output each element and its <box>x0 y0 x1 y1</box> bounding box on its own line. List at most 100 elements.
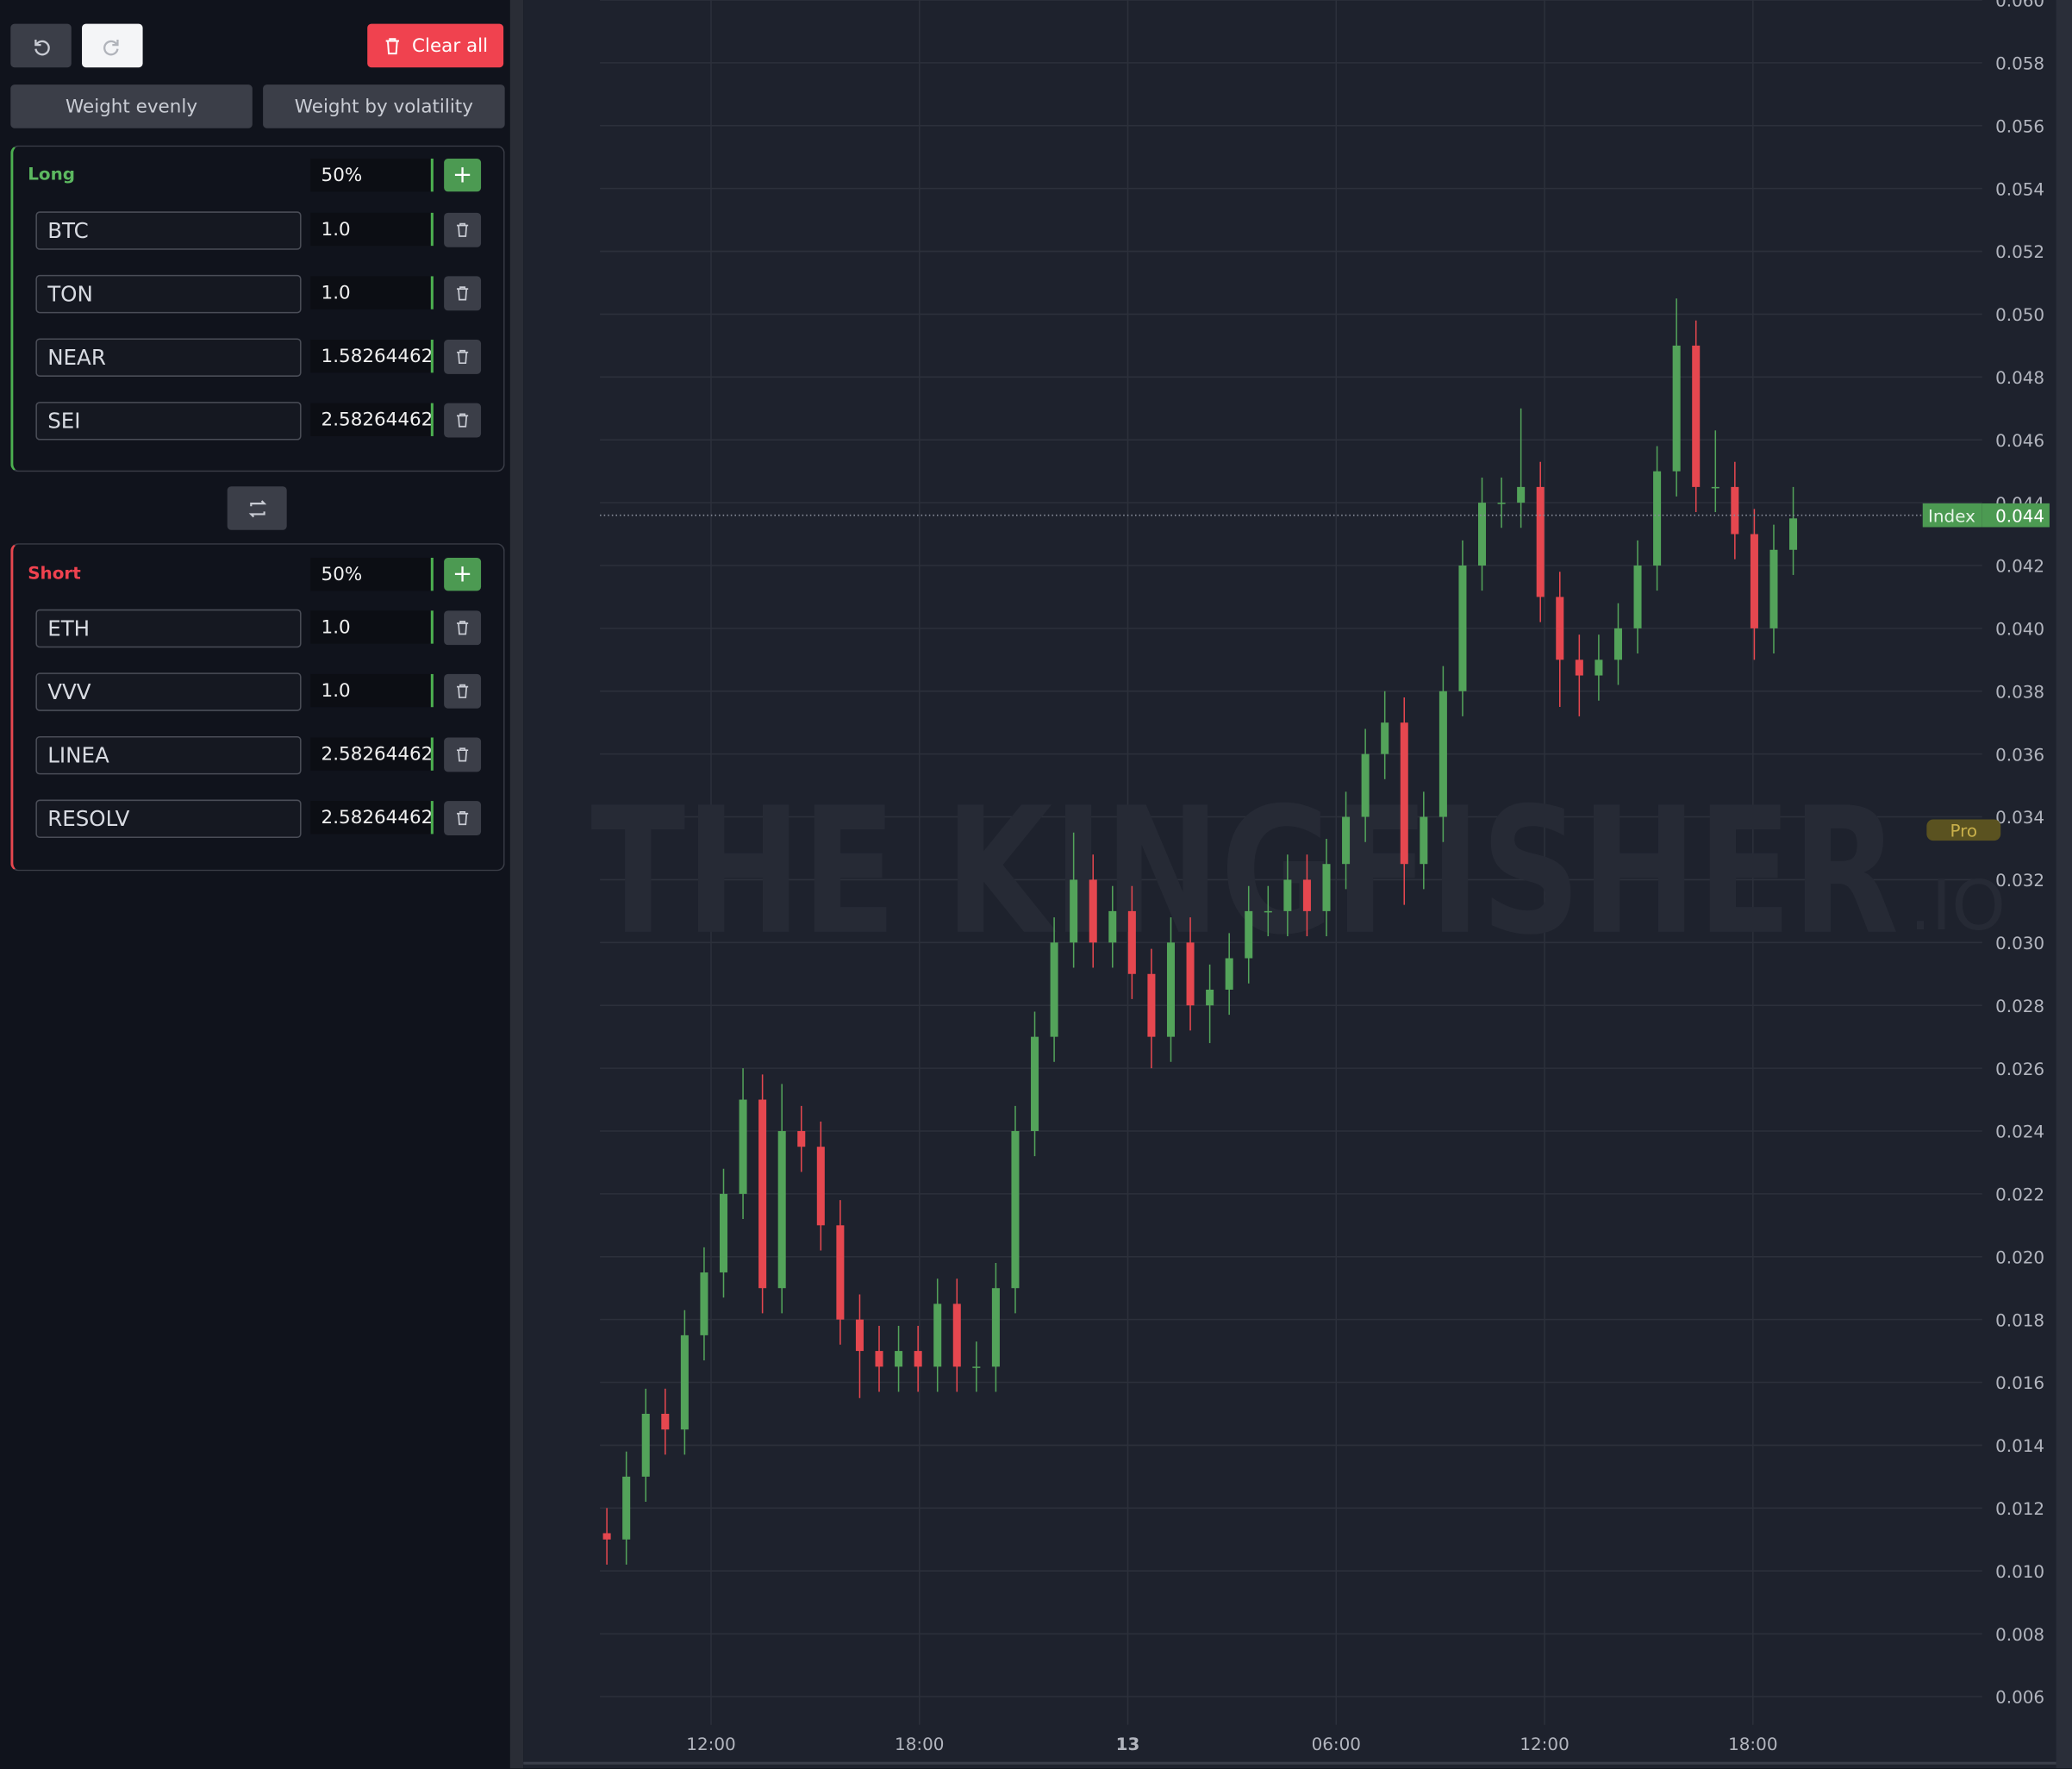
asset-symbol[interactable]: BTC <box>35 211 302 250</box>
y-tick-label: 0.042 <box>1995 557 2044 577</box>
candle-body <box>1147 973 1156 1037</box>
add-short-button[interactable]: + <box>444 557 482 591</box>
remove-asset-button[interactable] <box>444 212 482 247</box>
x-tick-label: 12:00 <box>686 1735 735 1754</box>
y-tick-label: 0.024 <box>1995 1122 2044 1142</box>
candle-body <box>1653 471 1662 566</box>
weight-volatility-button[interactable]: Weight by volatility <box>263 84 505 128</box>
candle-body <box>641 1413 650 1477</box>
candle-body <box>1595 659 1603 676</box>
y-tick-label: 0.048 <box>1995 368 2044 388</box>
candle-body <box>758 1099 767 1289</box>
asset-symbol[interactable]: VVV <box>35 672 302 711</box>
candle-body <box>1302 879 1311 911</box>
remove-asset-button[interactable] <box>444 340 482 374</box>
candle-body <box>1575 659 1583 676</box>
index-value-label: 0.044 <box>1995 506 2044 526</box>
asset-weight[interactable]: 1.0 <box>310 673 434 708</box>
candle-body <box>777 1130 786 1289</box>
index-badge <box>1922 503 1982 528</box>
weight-volatility-label: Weight by volatility <box>294 96 473 117</box>
candle-body <box>1186 942 1195 1006</box>
add-long-button[interactable]: + <box>444 158 482 192</box>
remove-asset-button[interactable] <box>444 737 482 772</box>
y-tick-label: 0.016 <box>1995 1373 2044 1393</box>
trash-icon <box>457 222 469 237</box>
asset-weight[interactable]: 1.0 <box>310 276 434 309</box>
axes: 0.006 0.008 0.010 0.012 0.014 0.016 0.018 0.020… <box>523 0 2056 1765</box>
y-tick-label: 0.026 <box>1995 1060 2044 1079</box>
candle-body <box>1283 879 1292 911</box>
index-value-badge <box>1982 503 2050 528</box>
candle-body <box>661 1413 670 1430</box>
y-tick-label: 0.014 <box>1995 1436 2044 1456</box>
candle-body <box>1672 345 1681 472</box>
asset-symbol[interactable]: RESOLV <box>35 799 302 839</box>
panel-divider[interactable] <box>509 0 524 1769</box>
candle-body <box>622 1476 631 1540</box>
x-tick-label: 06:00 <box>1312 1735 1361 1754</box>
trash-icon <box>385 37 399 54</box>
candle-body <box>700 1272 708 1335</box>
y-tick-label: 0.046 <box>1995 431 2044 451</box>
basket-panel: Clear all Weight evenly Weight by volati… <box>0 0 510 1769</box>
remove-asset-button[interactable] <box>444 610 482 646</box>
candle-body <box>1769 549 1778 628</box>
asset-symbol[interactable]: ETH <box>35 609 302 648</box>
y-tick-label: 0.060 <box>1995 0 2044 11</box>
y-tick-label: 0.022 <box>1995 1185 2044 1205</box>
candle-body <box>1517 486 1526 503</box>
candle-body <box>1439 691 1447 817</box>
candle-body <box>680 1335 689 1430</box>
candle-body <box>1089 879 1097 943</box>
candle-body <box>836 1225 845 1320</box>
candle-body <box>1225 958 1233 990</box>
candle-body <box>1011 1130 1020 1289</box>
remove-asset-button[interactable] <box>444 276 482 311</box>
remove-asset-button[interactable] <box>444 673 482 709</box>
remove-asset-button[interactable] <box>444 403 482 438</box>
candle-body <box>972 1366 981 1368</box>
asset-weight[interactable]: 2.5826446281 <box>310 403 434 436</box>
short-label: Short <box>28 564 81 584</box>
asset-weight[interactable]: 1.0 <box>310 610 434 644</box>
long-group <box>10 145 505 472</box>
y-tick-label: 0.028 <box>1995 997 2044 1016</box>
asset-symbol[interactable]: SEI <box>35 402 302 441</box>
asset-weight[interactable]: 1.0 <box>310 212 434 247</box>
pro-badge <box>1926 819 2001 841</box>
long-allocation[interactable]: 50% <box>310 158 434 192</box>
candle-body <box>875 1351 883 1367</box>
asset-symbol[interactable]: LINEA <box>35 735 302 775</box>
remove-asset-button[interactable] <box>444 801 482 835</box>
redo-button[interactable] <box>82 23 143 68</box>
candle-body <box>1127 910 1136 974</box>
candle-body <box>1031 1036 1039 1131</box>
asset-weight[interactable]: 1.5826446281 <box>310 340 434 373</box>
asset-symbol[interactable]: NEAR <box>35 338 302 377</box>
candle-body <box>1692 345 1701 487</box>
asset-symbol[interactable]: TON <box>35 274 302 314</box>
clear-all-button[interactable]: Clear all <box>367 23 504 68</box>
candle-body <box>1731 486 1739 534</box>
weight-evenly-label: Weight evenly <box>66 96 198 117</box>
swap-button[interactable] <box>227 486 287 530</box>
y-tick-label: 0.040 <box>1995 620 2044 640</box>
asset-weight[interactable]: 2.5826446281 <box>310 801 434 834</box>
undo-button[interactable] <box>10 23 72 68</box>
candle-body <box>1633 565 1642 628</box>
candle-body <box>933 1303 942 1367</box>
weight-evenly-button[interactable]: Weight evenly <box>10 84 253 128</box>
candle-body <box>1070 879 1078 943</box>
y-tick-label: 0.034 <box>1995 808 2044 828</box>
candle-body <box>1711 486 1719 489</box>
asset-weight[interactable]: 2.5826446281 <box>310 737 434 771</box>
candle-body <box>1789 518 1798 550</box>
y-tick-label: 0.006 <box>1995 1688 2044 1708</box>
right-edge <box>2056 0 2072 1769</box>
short-allocation[interactable]: 50% <box>310 557 434 591</box>
candle-body <box>1264 910 1272 913</box>
watermark-suffix: .IO <box>1909 866 2006 946</box>
price-chart: THE KINGFISHER .IO 0.0060.0080.0100.0120… <box>523 0 2072 1769</box>
